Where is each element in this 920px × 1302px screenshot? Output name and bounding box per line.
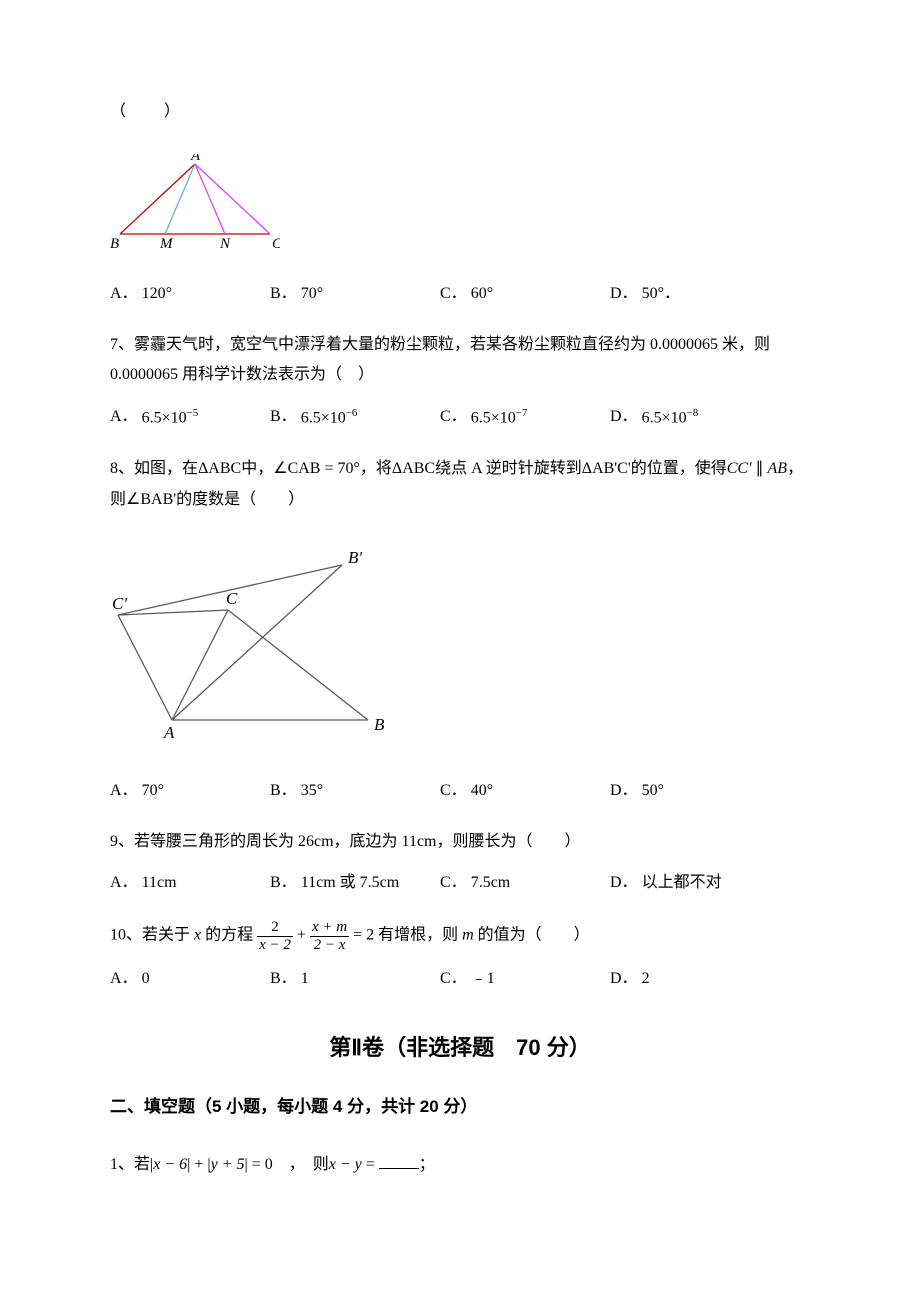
- opt-label: B．: [270, 779, 297, 803]
- q6-figure: A B M N C: [110, 154, 810, 262]
- opt-label: C．: [440, 967, 467, 991]
- svg-text:C': C': [112, 594, 127, 613]
- opt-value: 6.5×10−7: [471, 405, 528, 430]
- opt-label: A．: [110, 779, 138, 803]
- opt-label: D．: [610, 871, 638, 895]
- opt-label: D．: [610, 779, 638, 803]
- q8-opt-b[interactable]: B． 35°: [270, 779, 440, 803]
- svg-text:B': B': [348, 548, 362, 567]
- q8-opt-d[interactable]: D． 50°: [610, 779, 664, 803]
- q6-opt-d[interactable]: D． 50°．: [610, 282, 680, 306]
- opt-value: 11cm: [142, 871, 177, 895]
- q9-opt-b[interactable]: B． 11cm 或 7.5cm: [270, 871, 440, 895]
- opt-value: 1: [301, 967, 309, 991]
- opt-value: 7.5cm: [471, 871, 511, 895]
- opt-label: B．: [270, 871, 297, 895]
- opt-label: D．: [610, 967, 638, 991]
- opt-value: 6.5×10−8: [642, 405, 699, 430]
- opt-label: A．: [110, 282, 138, 306]
- opt-value: 50°: [642, 779, 664, 803]
- opt-value: 以上都不对: [642, 871, 722, 895]
- opt-value: 11cm 或 7.5cm: [301, 871, 400, 895]
- fraction-1: 2 x − 2: [257, 919, 293, 953]
- opt-value: 120°: [142, 282, 172, 306]
- q8-opt-a[interactable]: A． 70°: [110, 779, 270, 803]
- q7-opt-a[interactable]: A． 6.5×10−5: [110, 405, 270, 430]
- q6-options: A． 120° B． 70° C． 60° D． 50°．: [110, 282, 810, 306]
- fraction-2: x + m 2 − x: [310, 919, 349, 953]
- svg-text:A: A: [163, 723, 175, 742]
- opt-value: 6.5×10−6: [301, 405, 358, 430]
- section-2-title: 第Ⅱ卷（非选择题 70 分）: [110, 1031, 810, 1064]
- opt-value: 70°: [301, 282, 323, 306]
- svg-text:A: A: [190, 154, 201, 164]
- q6-opt-b[interactable]: B． 70°: [270, 282, 440, 306]
- q7-opt-c[interactable]: C． 6.5×10−7: [440, 405, 610, 430]
- q10-opt-a[interactable]: A． 0: [110, 967, 270, 991]
- opt-value: 0: [142, 967, 150, 991]
- q9-opt-d[interactable]: D． 以上都不对: [610, 871, 722, 895]
- q10-options: A． 0 B． 1 C． ﹣1 D． 2: [110, 967, 810, 991]
- opt-label: C．: [440, 871, 467, 895]
- q10-text: 10、若关于 x 的方程 2 x − 2 + x + m 2 − x = 2 有…: [110, 919, 810, 953]
- opt-label: B．: [270, 282, 297, 306]
- q9-options: A． 11cm B． 11cm 或 7.5cm C． 7.5cm D． 以上都不…: [110, 871, 810, 895]
- opt-value: 70°: [142, 779, 164, 803]
- q10-opt-c[interactable]: C． ﹣1: [440, 967, 610, 991]
- fill-blank-header: 二、填空题（5 小题，每小题 4 分，共计 20 分）: [110, 1094, 810, 1120]
- q9-opt-a[interactable]: A． 11cm: [110, 871, 270, 895]
- q8-opt-c[interactable]: C． 40°: [440, 779, 610, 803]
- opt-label: C．: [440, 282, 467, 306]
- opt-label: A．: [110, 967, 138, 991]
- q8-figure: A B C C' B': [110, 545, 810, 753]
- svg-text:M: M: [159, 236, 174, 252]
- opt-label: C．: [440, 405, 467, 430]
- svg-text:N: N: [219, 236, 231, 252]
- opt-label: B．: [270, 405, 297, 430]
- q7-opt-d[interactable]: D． 6.5×10−8: [610, 405, 698, 430]
- blank-input[interactable]: [379, 1152, 419, 1169]
- q7-opt-b[interactable]: B． 6.5×10−6: [270, 405, 440, 430]
- opt-value: 60°: [471, 282, 493, 306]
- opt-value: 6.5×10−5: [142, 405, 199, 430]
- q6-opt-a[interactable]: A． 120°: [110, 282, 270, 306]
- opt-label: D．: [610, 282, 638, 306]
- opt-label: D．: [610, 405, 638, 430]
- svg-text:C: C: [272, 236, 280, 252]
- svg-text:C: C: [226, 589, 238, 608]
- opt-value: 40°: [471, 779, 493, 803]
- opt-label: A．: [110, 871, 138, 895]
- svg-text:B: B: [374, 715, 385, 734]
- q6-opt-c[interactable]: C． 60°: [440, 282, 610, 306]
- opt-value: 2: [642, 967, 650, 991]
- q6-stem-paren: （ ）: [110, 100, 810, 124]
- q9-text: 9、若等腰三角形的周长为 26cm，底边为 11cm，则腰长为（ ）: [110, 827, 810, 857]
- q10-opt-d[interactable]: D． 2: [610, 967, 650, 991]
- opt-value: 50°．: [642, 282, 680, 306]
- opt-value: 35°: [301, 779, 323, 803]
- opt-value: ﹣1: [471, 967, 495, 991]
- q7-options: A． 6.5×10−5 B． 6.5×10−6 C． 6.5×10−7 D． 6…: [110, 405, 810, 430]
- q10-opt-b[interactable]: B． 1: [270, 967, 440, 991]
- q8-options: A． 70° B． 35° C． 40° D． 50°: [110, 779, 810, 803]
- opt-label: B．: [270, 967, 297, 991]
- opt-label: C．: [440, 779, 467, 803]
- q8-text: 8、如图，在ΔABC中，∠CAB = 70°，将ΔABC绕点 A 逆时针旋转到Δ…: [110, 454, 810, 515]
- fill-q1: 1、若|x − 6| + |y + 5| = 0 ， 则x − y = ；: [110, 1150, 810, 1180]
- svg-text:B: B: [110, 236, 119, 252]
- q9-opt-c[interactable]: C． 7.5cm: [440, 871, 610, 895]
- opt-label: A．: [110, 405, 138, 430]
- q7-text: 7、雾霾天气时，宽空气中漂浮着大量的粉尘颗粒，若某各粉尘颗粒直径约为 0.000…: [110, 330, 810, 391]
